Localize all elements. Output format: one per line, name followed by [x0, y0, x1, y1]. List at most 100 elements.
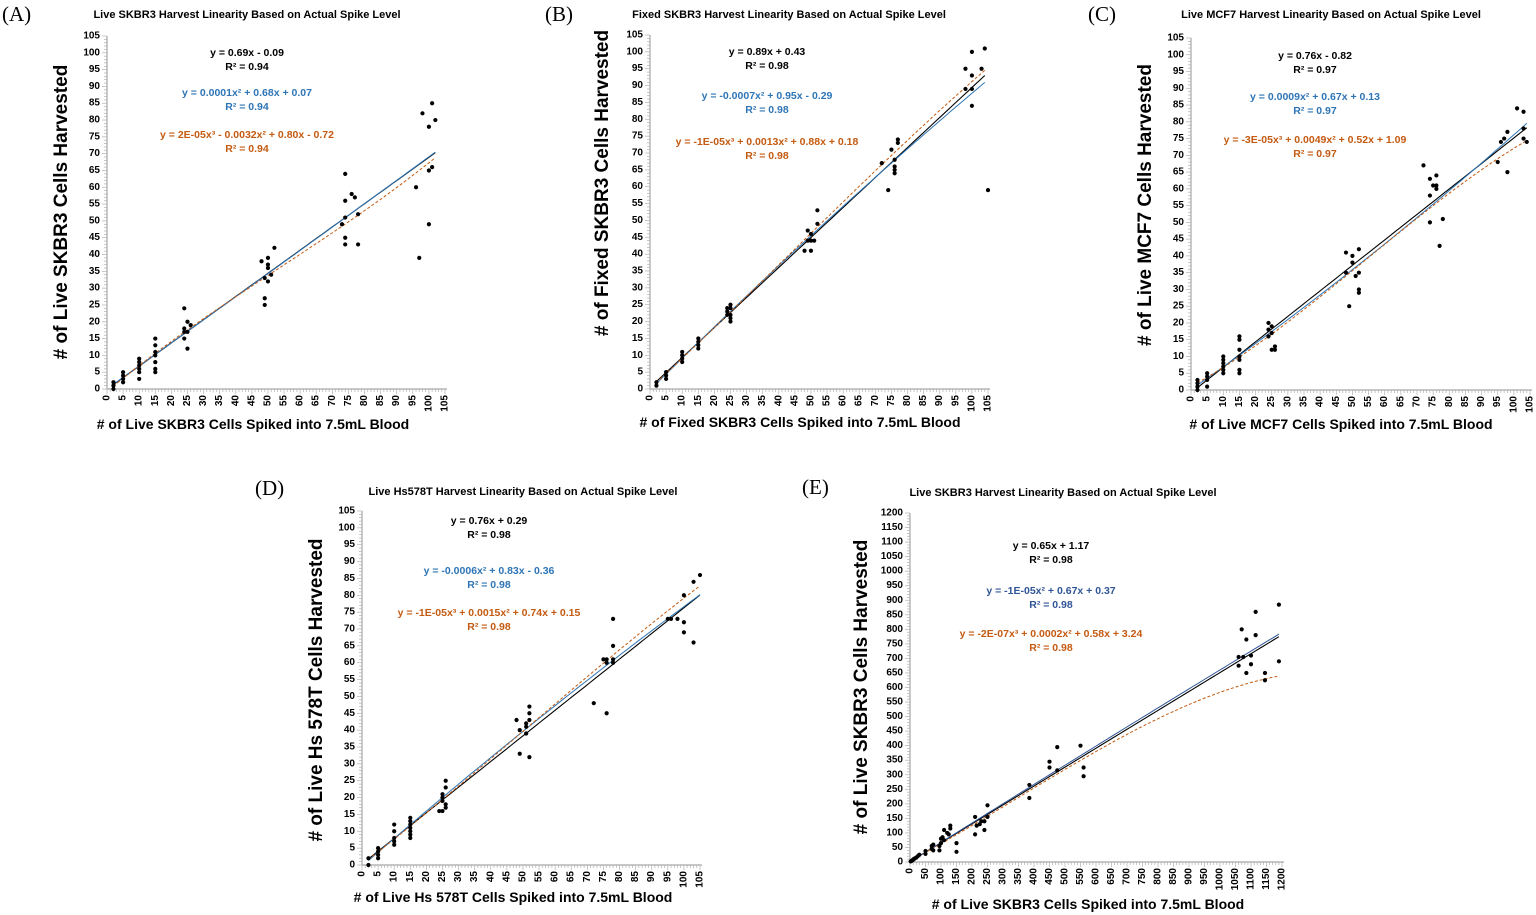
data-point [1221, 354, 1226, 359]
y-tick-label: 60 [89, 182, 101, 193]
data-point [691, 579, 696, 584]
y-tick-label: 30 [89, 283, 101, 294]
data-point [963, 66, 968, 71]
equation-text: y = 0.0009x² + 0.67x + 0.13 [1250, 91, 1380, 103]
data-point [728, 302, 733, 307]
data-point [879, 161, 884, 166]
r-squared-text: R² = 0.98 [467, 579, 511, 591]
data-point [654, 383, 659, 388]
data-point [375, 849, 381, 854]
y-tick-label: 0 [94, 384, 100, 395]
y-tick-label: 90 [632, 80, 644, 91]
equation-text: y = -2E-07x³ + 0.0002x² + 0.58x + 3.24 [959, 628, 1143, 640]
y-tick-label: 35 [344, 742, 356, 753]
equation-text: y = 0.65x + 1.17 [1012, 540, 1090, 552]
data-point [408, 835, 413, 841]
data-point [1221, 371, 1226, 376]
y-tick-label: 40 [344, 725, 356, 736]
data-point [343, 235, 348, 240]
x-tick-label: 900 [1184, 868, 1195, 885]
x-tick-label: 20 [421, 871, 432, 883]
x-tick-label: 5 [661, 395, 672, 401]
trendline-cubic [656, 70, 986, 383]
y-tick-label: 85 [632, 97, 644, 108]
y-tick-label: 105 [83, 31, 100, 42]
data-point [886, 187, 891, 193]
data-point [1521, 109, 1526, 114]
data-point [1276, 659, 1281, 664]
x-tick-label: 850 [1168, 868, 1179, 885]
y-tick-label: 15 [1173, 334, 1185, 345]
data-point [1262, 670, 1268, 676]
data-point [985, 814, 990, 820]
data-point [895, 140, 900, 145]
y-axis-label: # of Live MCF7 Cells Harvested [1135, 64, 1156, 346]
data-point [892, 167, 897, 172]
data-point [1205, 377, 1210, 383]
data-point [892, 164, 897, 169]
data-point [392, 829, 397, 834]
data-point [1027, 782, 1032, 788]
data-point [1236, 654, 1241, 660]
y-tick-label: 50 [344, 691, 356, 702]
y-tick-label: 30 [632, 282, 644, 293]
data-point [923, 851, 928, 856]
data-point [1266, 320, 1271, 326]
r-squared-text: R² = 0.98 [745, 60, 789, 72]
x-tick-label: 60 [550, 871, 561, 883]
data-point [982, 819, 987, 824]
y-tick-label: 0 [349, 860, 355, 871]
x-tick-label: 85 [1460, 396, 1471, 408]
x-tick-label: 85 [375, 395, 386, 407]
x-tick-label: 10 [677, 395, 688, 407]
data-point [1205, 374, 1210, 379]
y-tick-label: 0 [1178, 385, 1184, 396]
chart-panel-a: 0055101015152020252530303535404045455050… [83, 31, 450, 412]
x-tick-label: 95 [1492, 396, 1503, 408]
x-tick-label: 80 [902, 395, 913, 407]
data-point [1440, 216, 1445, 222]
y-tick-label: 950 [886, 580, 903, 591]
y-tick-label: 300 [886, 769, 903, 780]
x-tick-label: 45 [246, 395, 257, 407]
x-tick-label: 55 [534, 871, 545, 883]
panel-letter: (D) [255, 476, 285, 500]
data-point [430, 101, 435, 106]
data-point [610, 616, 616, 621]
data-point [111, 386, 116, 392]
x-tick-label: 45 [501, 871, 512, 883]
data-point [182, 306, 187, 311]
x-tick-label: 65 [854, 395, 865, 407]
x-tick-label: 105 [695, 871, 706, 888]
x-axis-label: # of Live SKBR3 Cells Spiked into 7.5mL … [931, 896, 1245, 912]
r-squared-text: R² = 0.94 [225, 101, 269, 113]
x-tick-label: 5 [118, 395, 129, 401]
x-tick-label: 1200 [1277, 868, 1288, 891]
data-point [663, 373, 669, 378]
x-tick-label: 30 [198, 395, 209, 407]
x-tick-label: 65 [566, 871, 577, 883]
chart-title: Fixed SKBR3 Harvest Linearity Based on A… [632, 9, 946, 21]
data-point [969, 86, 975, 92]
x-tick-label: 20 [166, 395, 177, 407]
y-tick-label: 60 [1173, 183, 1185, 194]
data-point [675, 616, 680, 621]
data-point [979, 66, 984, 71]
trendline-equation-quadratic: y = -0.0006x² + 0.83x - 0.36 R² = 0.98 [424, 564, 555, 592]
y-tick-label: 700 [886, 653, 903, 664]
y-tick-label: 65 [1173, 167, 1185, 178]
data-point [1244, 670, 1249, 676]
data-point [604, 660, 609, 665]
y-tick-label: 800 [886, 624, 903, 635]
r-squared-text: R² = 0.98 [1029, 554, 1073, 566]
data-point [1055, 745, 1060, 750]
data-point [1434, 183, 1439, 188]
chart-title: Live MCF7 Harvest Linearity Based on Act… [1181, 9, 1481, 21]
chart-panel-d: 0055101015152020252530303535404045455050… [338, 506, 705, 888]
data-point [262, 296, 267, 301]
y-tick-label: 10 [89, 350, 101, 361]
y-tick-label: 90 [1173, 83, 1185, 94]
x-axis-label: # of Live Hs 578T Cells Spiked into 7.5m… [353, 889, 673, 905]
y-tick-label: 100 [626, 46, 643, 57]
x-tick-label: 45 [789, 395, 800, 407]
